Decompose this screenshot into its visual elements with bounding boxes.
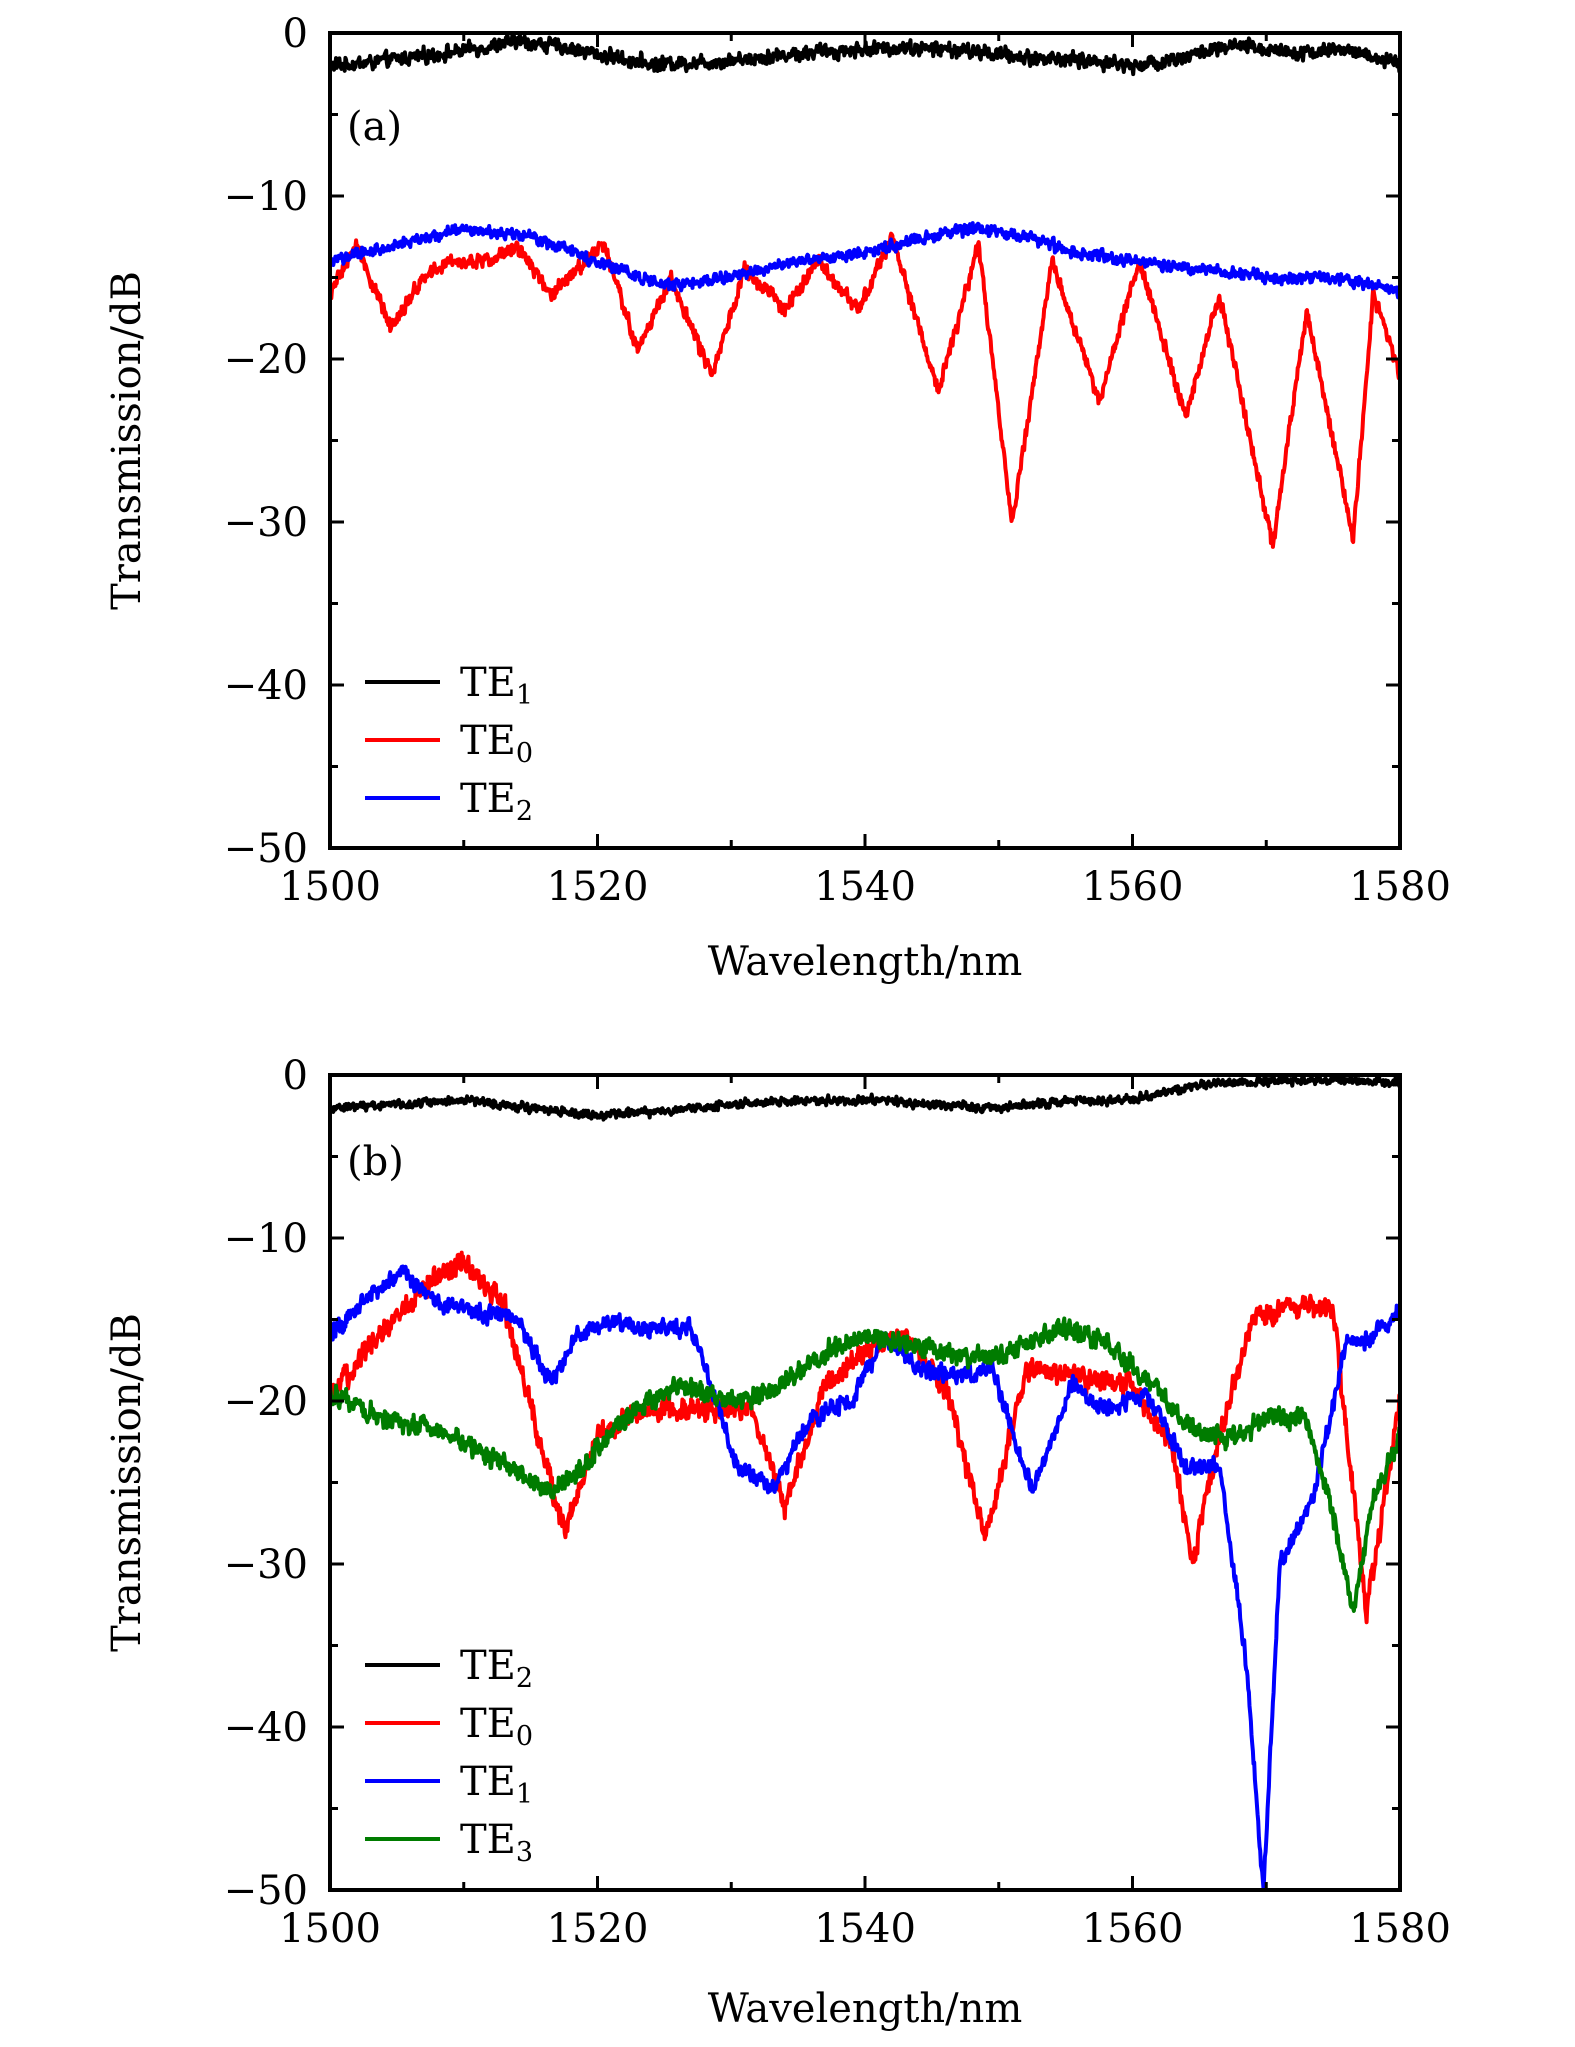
y-tick-label: −10 [224, 174, 308, 220]
x-tick-label: 1500 [279, 864, 381, 910]
y-tick-label: −40 [224, 663, 308, 709]
legend-label-te0: TE0 [460, 718, 533, 769]
y-tick-label: −30 [224, 500, 308, 546]
x-tick-label: 1520 [547, 864, 649, 910]
y-tick-label: −20 [224, 1379, 308, 1425]
series-line-te2 [330, 1075, 1400, 1122]
series-lines [330, 33, 1400, 549]
x-axis-label: Wavelength/nm [708, 939, 1023, 985]
legend-label-te1: TE1 [460, 1759, 533, 1810]
x-axis-label: Wavelength/nm [708, 1986, 1023, 2032]
series-lines [330, 1075, 1400, 1890]
x-tick-label: 1560 [1082, 864, 1184, 910]
panel-label: (a) [347, 104, 402, 150]
legend-label-te2: TE2 [460, 1643, 533, 1694]
legend: TE1 TE0 TE2 [365, 660, 533, 827]
y-axis-label: Transmission/dB [104, 1313, 150, 1652]
panel-a: 1500 1520 1540 1560 1580 0 −10 −20 −30 −40 −50 Wave… [104, 11, 1451, 985]
legend-label-te1: TE1 [460, 660, 533, 711]
series-line-te1 [330, 33, 1400, 77]
series-line-te1 [330, 1264, 1400, 1890]
x-tick-label: 1540 [814, 1906, 916, 1952]
panel-b: 1500 1520 1540 1560 1580 0 −10 −20 −30 −40 −50 Wave… [104, 1053, 1451, 2032]
y-tick-label: −30 [224, 1542, 308, 1588]
panel-label: (b) [347, 1139, 404, 1185]
x-tick-label: 1580 [1349, 1906, 1451, 1952]
legend-label-te3: TE3 [460, 1817, 533, 1868]
series-line-te0 [330, 1250, 1400, 1625]
series-line-te3 [330, 1316, 1400, 1613]
y-tick-label: 0 [283, 1053, 308, 1099]
x-tick-label: 1500 [279, 1906, 381, 1952]
y-tick-label: −20 [224, 337, 308, 383]
x-tick-label: 1520 [547, 1906, 649, 1952]
x-tick-label: 1560 [1082, 1906, 1184, 1952]
legend-label-te2: TE2 [460, 776, 533, 827]
series-line-te0 [330, 231, 1400, 549]
legend: TE2 TE0 TE1 TE3 [365, 1643, 533, 1868]
y-axis-label: Transmission/dB [104, 271, 150, 610]
y-tick-label: 0 [283, 11, 308, 57]
y-tick-label: −40 [224, 1705, 308, 1751]
y-tick-label: −10 [224, 1216, 308, 1262]
legend-label-te0: TE0 [460, 1701, 533, 1752]
y-tick-label: −50 [224, 1868, 308, 1914]
x-tick-label: 1540 [814, 864, 916, 910]
x-tick-label: 1580 [1349, 864, 1451, 910]
series-line-te2 [330, 221, 1400, 300]
y-tick-label: −50 [224, 826, 308, 872]
